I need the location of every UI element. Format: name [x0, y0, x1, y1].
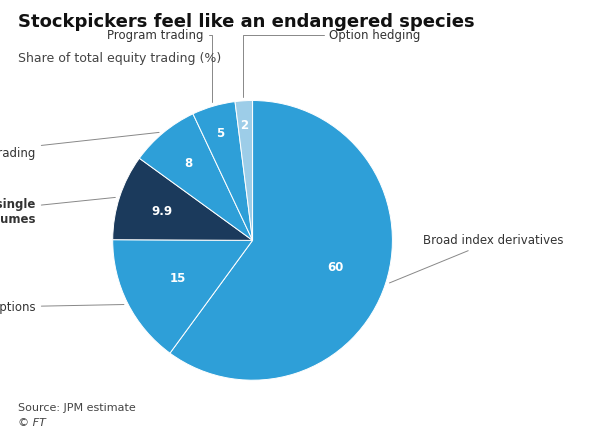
Wedge shape [139, 114, 253, 240]
Text: Option hedging: Option hedging [243, 29, 421, 97]
Text: 9.9: 9.9 [152, 205, 172, 218]
Wedge shape [170, 101, 392, 380]
Wedge shape [113, 239, 253, 353]
Text: Share of total equity trading (%): Share of total equity trading (%) [18, 52, 222, 66]
Wedge shape [113, 158, 253, 240]
Text: Fundamental single
stock volumes: Fundamental single stock volumes [0, 198, 115, 226]
Text: © FT: © FT [18, 418, 46, 428]
Text: 60: 60 [327, 260, 343, 274]
Text: 15: 15 [169, 272, 186, 285]
Text: 8: 8 [184, 157, 192, 170]
Text: Program trading: Program trading [107, 29, 213, 102]
Text: 5: 5 [217, 127, 225, 139]
Text: Source: JPM estimate: Source: JPM estimate [18, 403, 136, 413]
Wedge shape [193, 102, 253, 240]
Text: 2: 2 [241, 119, 249, 132]
Text: High-frequency trading: High-frequency trading [0, 132, 159, 160]
Text: Stockpickers feel like an endangered species: Stockpickers feel like an endangered spe… [18, 13, 475, 31]
Text: ETFs and ETF options: ETFs and ETF options [0, 301, 124, 314]
Wedge shape [235, 101, 253, 240]
Text: Broad index derivatives: Broad index derivatives [389, 234, 564, 283]
